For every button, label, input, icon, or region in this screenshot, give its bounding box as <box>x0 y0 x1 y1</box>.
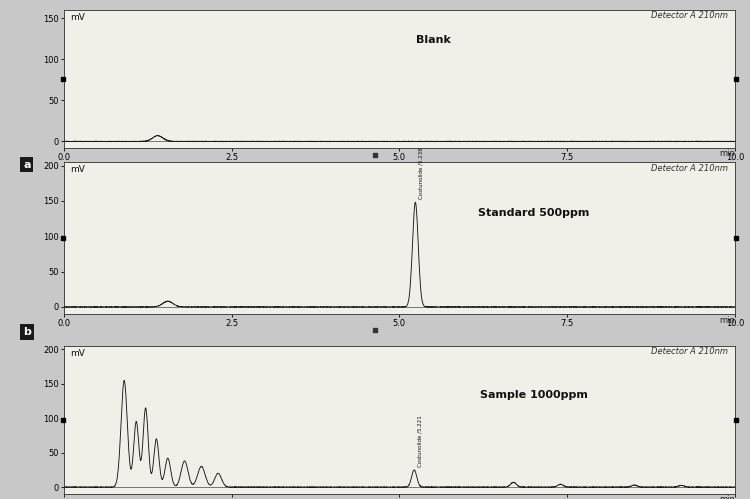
Text: Blank: Blank <box>416 35 450 45</box>
Text: Costunolide /5.221: Costunolide /5.221 <box>418 415 422 467</box>
Text: b: b <box>23 327 31 337</box>
Text: min: min <box>719 496 735 499</box>
Text: mV: mV <box>70 165 86 174</box>
Text: min: min <box>719 149 735 158</box>
Text: Costunolide /5.238: Costunolide /5.238 <box>419 148 424 199</box>
Text: mV: mV <box>70 349 86 358</box>
Text: Detector A 210nm: Detector A 210nm <box>651 164 728 173</box>
Text: Detector A 210nm: Detector A 210nm <box>651 347 728 356</box>
Text: Standard 500ppm: Standard 500ppm <box>478 208 590 218</box>
Text: a: a <box>23 160 31 170</box>
Text: mV: mV <box>70 13 86 22</box>
Text: min: min <box>719 315 735 324</box>
Text: Sample 1000ppm: Sample 1000ppm <box>480 390 587 400</box>
Text: Detector A 210nm: Detector A 210nm <box>651 11 728 20</box>
